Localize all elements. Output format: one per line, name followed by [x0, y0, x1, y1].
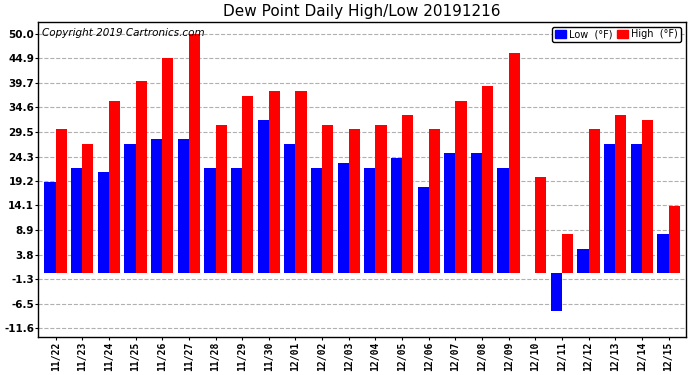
Bar [471, 153, 482, 273]
Bar [162, 58, 173, 273]
Bar [497, 168, 509, 273]
Bar [215, 124, 227, 273]
Bar [509, 53, 520, 273]
Bar [551, 273, 562, 311]
Bar [311, 168, 322, 273]
Bar [615, 115, 627, 273]
Bar [284, 144, 295, 273]
Bar [204, 168, 215, 273]
Bar [242, 96, 253, 273]
Bar [428, 129, 440, 273]
Bar [231, 168, 242, 273]
Bar [124, 144, 136, 273]
Legend: Low  (°F), High  (°F): Low (°F), High (°F) [552, 27, 681, 42]
Bar [364, 168, 375, 273]
Bar [178, 139, 189, 273]
Bar [82, 144, 93, 273]
Bar [151, 139, 162, 273]
Bar [669, 206, 680, 273]
Bar [631, 144, 642, 273]
Title: Dew Point Daily High/Low 20191216: Dew Point Daily High/Low 20191216 [224, 4, 501, 19]
Bar [337, 163, 348, 273]
Bar [109, 100, 120, 273]
Bar [348, 129, 360, 273]
Bar [562, 234, 573, 273]
Bar [658, 234, 669, 273]
Bar [391, 158, 402, 273]
Bar [322, 124, 333, 273]
Bar [535, 177, 546, 273]
Bar [56, 129, 67, 273]
Bar [98, 172, 109, 273]
Bar [189, 34, 200, 273]
Bar [455, 100, 466, 273]
Bar [295, 91, 306, 273]
Bar [269, 91, 280, 273]
Bar [257, 120, 269, 273]
Bar [375, 124, 386, 273]
Bar [642, 120, 653, 273]
Text: Copyright 2019 Cartronics.com: Copyright 2019 Cartronics.com [41, 28, 204, 38]
Bar [589, 129, 600, 273]
Bar [402, 115, 413, 273]
Bar [444, 153, 455, 273]
Bar [604, 144, 615, 273]
Bar [417, 187, 428, 273]
Bar [482, 86, 493, 273]
Bar [71, 168, 82, 273]
Bar [136, 81, 147, 273]
Bar [44, 182, 56, 273]
Bar [578, 249, 589, 273]
